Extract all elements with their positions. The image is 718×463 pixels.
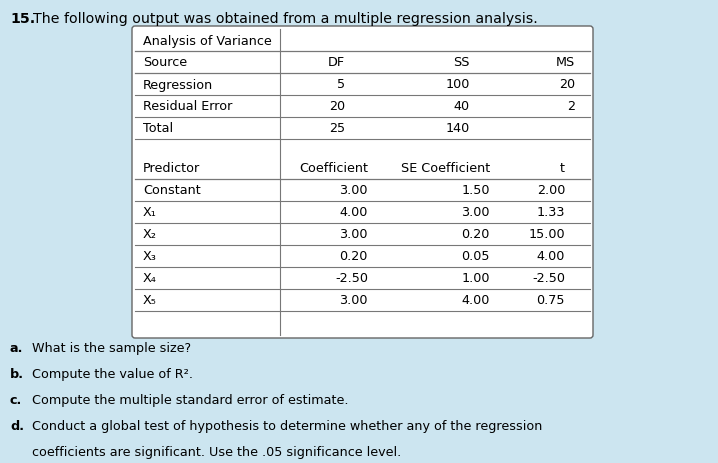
Text: 20: 20 — [329, 100, 345, 113]
Text: 0.05: 0.05 — [462, 250, 490, 263]
Text: t: t — [560, 162, 565, 175]
Text: X₁: X₁ — [143, 206, 157, 219]
Text: Compute the multiple standard error of estimate.: Compute the multiple standard error of e… — [32, 393, 348, 406]
Text: 15.00: 15.00 — [528, 228, 565, 241]
Text: X₃: X₃ — [143, 250, 157, 263]
Text: 0.20: 0.20 — [462, 228, 490, 241]
Text: c.: c. — [10, 393, 22, 406]
Text: 1.50: 1.50 — [462, 184, 490, 197]
FancyBboxPatch shape — [132, 27, 593, 338]
Text: X₄: X₄ — [143, 272, 157, 285]
Text: 1.33: 1.33 — [536, 206, 565, 219]
Text: -2.50: -2.50 — [335, 272, 368, 285]
Text: Total: Total — [143, 122, 173, 135]
Text: 140: 140 — [446, 122, 470, 135]
Text: b.: b. — [10, 367, 24, 380]
Text: Analysis of Variance: Analysis of Variance — [143, 34, 271, 47]
Text: 3.00: 3.00 — [340, 184, 368, 197]
Text: 0.75: 0.75 — [536, 294, 565, 307]
Text: Residual Error: Residual Error — [143, 100, 233, 113]
Text: a.: a. — [10, 341, 24, 354]
Text: Coefficient: Coefficient — [299, 162, 368, 175]
Text: 40: 40 — [454, 100, 470, 113]
Text: X₂: X₂ — [143, 228, 157, 241]
Text: SS: SS — [454, 56, 470, 69]
Text: What is the sample size?: What is the sample size? — [32, 341, 191, 354]
Text: 1.00: 1.00 — [462, 272, 490, 285]
Text: 0.20: 0.20 — [340, 250, 368, 263]
Text: MS: MS — [556, 56, 575, 69]
Text: Conduct a global test of hypothesis to determine whether any of the regression: Conduct a global test of hypothesis to d… — [32, 419, 542, 432]
Text: The following output was obtained from a multiple regression analysis.: The following output was obtained from a… — [33, 12, 538, 26]
Text: 15.: 15. — [10, 12, 35, 26]
Text: 25: 25 — [329, 122, 345, 135]
Text: Regression: Regression — [143, 78, 213, 91]
Text: Constant: Constant — [143, 184, 201, 197]
Text: Source: Source — [143, 56, 187, 69]
Text: 4.00: 4.00 — [536, 250, 565, 263]
Text: 20: 20 — [559, 78, 575, 91]
Text: 3.00: 3.00 — [340, 228, 368, 241]
Text: d.: d. — [10, 419, 24, 432]
Text: Compute the value of R².: Compute the value of R². — [32, 367, 193, 380]
Text: 5: 5 — [337, 78, 345, 91]
Text: coefficients are significant. Use the .05 significance level.: coefficients are significant. Use the .0… — [32, 445, 401, 458]
Text: 2: 2 — [567, 100, 575, 113]
Text: DF: DF — [328, 56, 345, 69]
Text: 3.00: 3.00 — [462, 206, 490, 219]
Text: 2.00: 2.00 — [536, 184, 565, 197]
Text: X₅: X₅ — [143, 294, 157, 307]
Text: 4.00: 4.00 — [340, 206, 368, 219]
Text: -2.50: -2.50 — [532, 272, 565, 285]
Text: Predictor: Predictor — [143, 162, 200, 175]
Text: 3.00: 3.00 — [340, 294, 368, 307]
Text: 100: 100 — [446, 78, 470, 91]
Text: SE Coefficient: SE Coefficient — [401, 162, 490, 175]
Text: 4.00: 4.00 — [462, 294, 490, 307]
